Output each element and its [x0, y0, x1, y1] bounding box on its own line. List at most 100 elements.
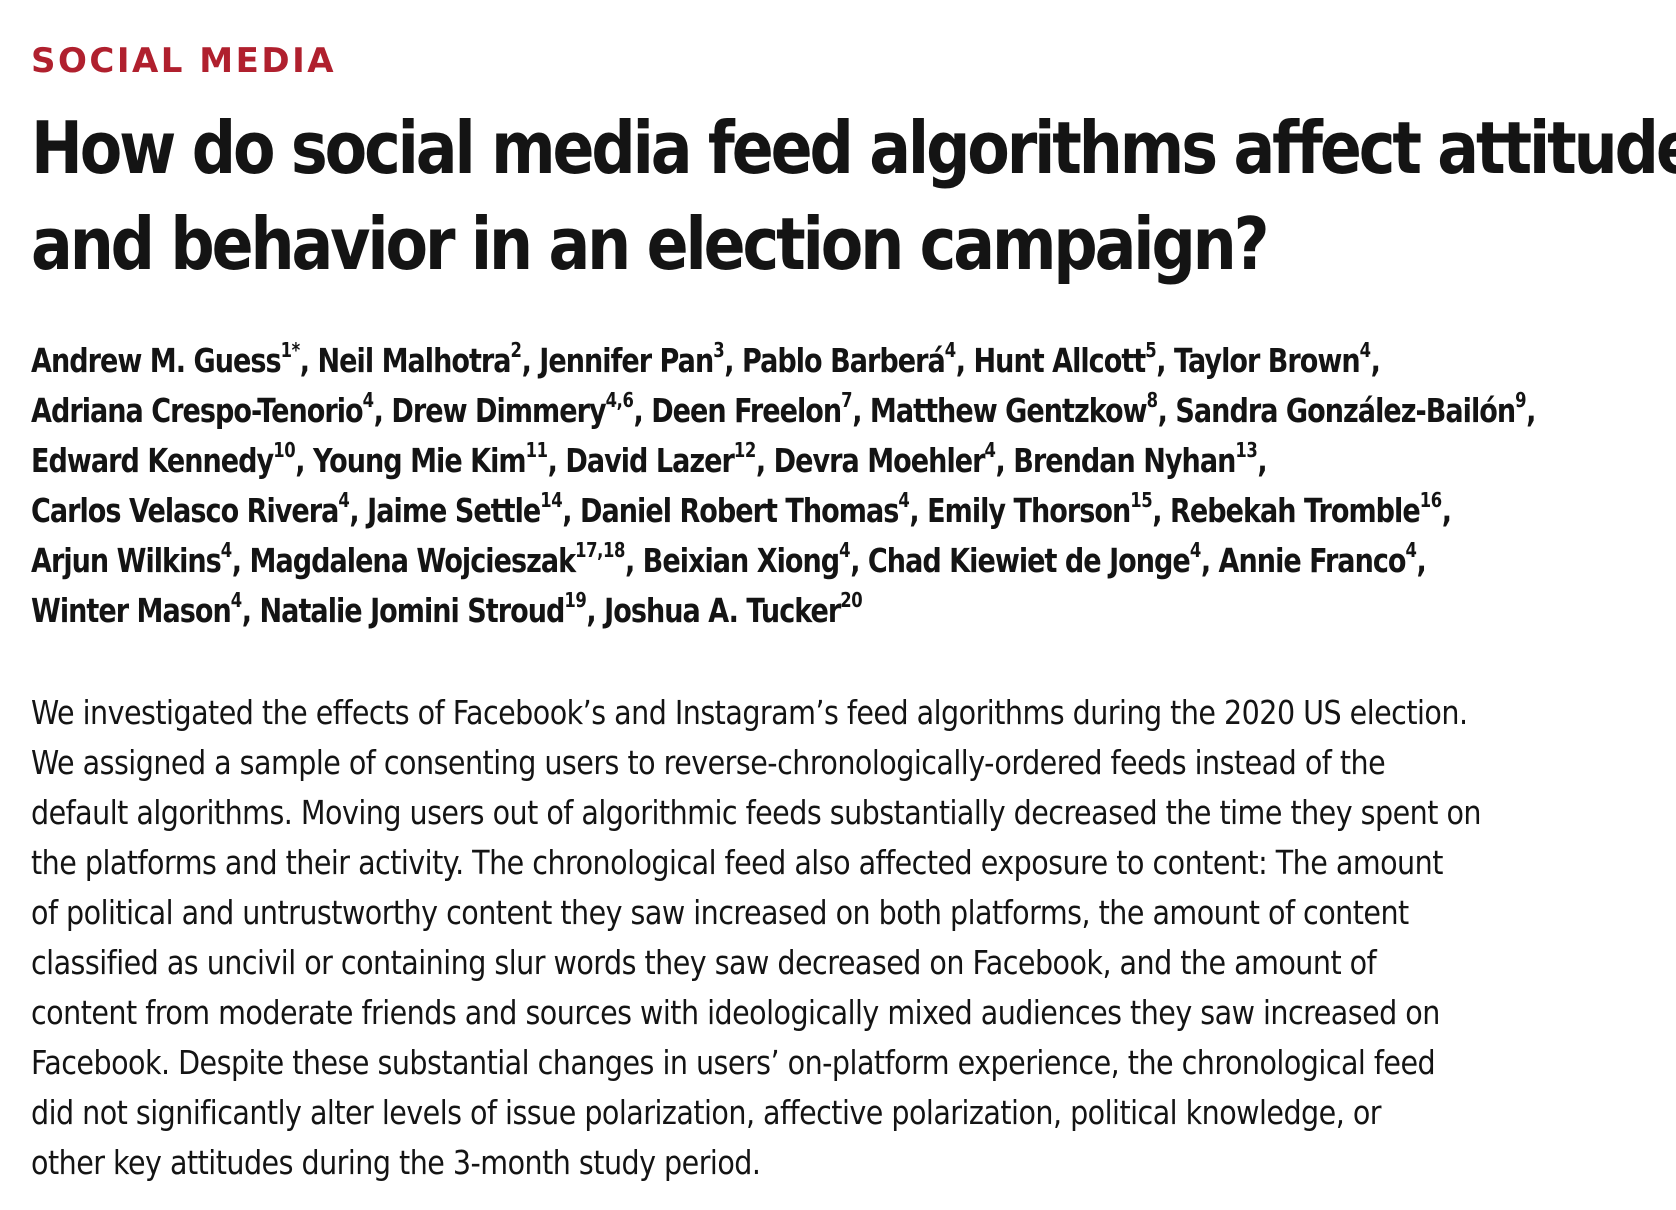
author-name: Emily Thorson — [927, 491, 1131, 530]
author-separator: , — [349, 491, 368, 530]
author[interactable]: Taylor Brown4 — [1174, 338, 1371, 380]
author-separator: , — [562, 491, 581, 530]
author[interactable]: Neil Malhotra2 — [317, 338, 522, 380]
author[interactable]: Devra Moehler4 — [773, 440, 996, 480]
author-separator: , — [299, 341, 318, 380]
author[interactable]: Rebekah Tromble16 — [1169, 488, 1442, 530]
author[interactable]: Emily Thorson15 — [927, 490, 1153, 530]
author-name: Jaime Settle — [367, 491, 541, 530]
author-name: Carlos Velasco Rivera — [31, 491, 339, 530]
author[interactable]: Brendan Nyhan13 — [1013, 440, 1258, 480]
abstract-line: We investigated the effects of Facebook’… — [31, 693, 1468, 732]
author[interactable]: Sandra González-Bailón9 — [1175, 390, 1526, 430]
affiliation-number: 4 — [898, 488, 910, 512]
author-name: Drew Dimmery — [391, 391, 606, 430]
author[interactable]: Hunt Allcott5 — [974, 340, 1157, 380]
author-separator: , — [909, 491, 928, 530]
affiliation-number: 4 — [220, 538, 232, 562]
affiliation-number: 4 — [338, 488, 350, 512]
author[interactable]: Matthew Gentzkow8 — [869, 390, 1158, 430]
author-separator: , — [1257, 441, 1267, 480]
author[interactable]: Daniel Robert Thomas4 — [580, 488, 910, 530]
author-name: Brendan Nyhan — [1013, 441, 1236, 480]
author-separator: , — [1200, 541, 1219, 580]
affiliation-number: 20 — [840, 588, 863, 612]
affiliation-number: 16 — [1419, 488, 1442, 512]
author-line: Andrew M. Guess1*, Neil Malhotra2, Jenni… — [31, 336, 1589, 386]
abstract-line: We assigned a sample of consenting users… — [31, 743, 1386, 782]
author[interactable]: Chad Kiewiet de Jonge4 — [867, 540, 1201, 580]
abstract-line: other key attitudes during the 3-month s… — [31, 1143, 761, 1182]
author-name: Chad Kiewiet de Jonge — [867, 541, 1191, 580]
author[interactable]: Arjun Wilkins4 — [31, 538, 232, 580]
author-separator: , — [1156, 341, 1174, 380]
author-name: Jennifer Pan — [539, 341, 714, 380]
author-separator: , — [295, 441, 313, 480]
affiliation-number: 11 — [525, 438, 548, 462]
affiliation-number: 14 — [540, 488, 563, 512]
abstract-line: Facebook. Despite these substantial chan… — [31, 1043, 1436, 1082]
author-separator: , — [231, 541, 250, 580]
author[interactable]: Beixian Xiong4 — [642, 540, 851, 580]
author[interactable]: David Lazer12 — [565, 440, 756, 480]
affiliation-number: 4,6 — [605, 388, 634, 412]
author[interactable]: Carlos Velasco Rivera4 — [31, 488, 350, 530]
author-separator: , — [633, 391, 652, 430]
author[interactable]: Magdalena Wojcieszak17,18 — [250, 538, 626, 580]
affiliation-number: 19 — [564, 588, 587, 612]
author-separator: , — [521, 341, 540, 380]
author[interactable]: Natalie Jomini Stroud19 — [259, 588, 587, 630]
author-line: Winter Mason4, Natalie Jomini Stroud19, … — [31, 586, 1589, 636]
author-name: Natalie Jomini Stroud — [259, 591, 566, 630]
author-separator: , — [850, 541, 868, 580]
affiliation-number: 17,18 — [575, 538, 625, 562]
abstract-line: default algorithms. Moving users out of … — [31, 793, 1482, 832]
author[interactable]: Winter Mason4 — [31, 590, 242, 630]
author-separator: , — [373, 391, 392, 430]
author-separator: , — [1152, 491, 1170, 530]
affiliation-number: 4 — [1359, 338, 1371, 362]
author-name: Matthew Gentzkow — [869, 391, 1148, 430]
author-separator: , — [852, 391, 870, 430]
author-name: Arjun Wilkins — [31, 541, 222, 580]
author-name: Daniel Robert Thomas — [580, 491, 899, 530]
author-name: Joshua A. Tucker — [604, 591, 841, 630]
author-separator: , — [241, 591, 260, 630]
author-name: Edward Kennedy — [31, 441, 274, 480]
author-name: Rebekah Tromble — [1169, 491, 1421, 530]
section-label: SOCIAL MEDIA — [31, 41, 337, 81]
author-name: Devra Moehler — [773, 441, 986, 480]
author-separator: , — [955, 341, 974, 380]
author[interactable]: Pablo Barberá4 — [742, 338, 956, 380]
title-line: How do social media feed algorithms affe… — [31, 106, 1676, 190]
author[interactable]: Young Mie Kim11 — [312, 438, 548, 480]
author[interactable]: Annie Franco4 — [1219, 540, 1417, 580]
author-line: Adriana Crespo-Tenorio4, Drew Dimmery4,6… — [31, 386, 1589, 436]
author[interactable]: Edward Kennedy10 — [31, 438, 296, 480]
author-separator: , — [586, 591, 605, 630]
author-name: Adriana Crespo-Tenorio — [31, 391, 364, 430]
affiliation-number: 7 — [841, 388, 853, 412]
abstract-line: did not significantly alter levels of is… — [31, 1093, 1381, 1132]
author[interactable]: Deen Freelon7 — [651, 388, 853, 430]
title-line: and behavior in an election campaign? — [31, 202, 1270, 286]
author[interactable]: Drew Dimmery4,6 — [391, 388, 634, 430]
author-line: Edward Kennedy10, Young Mie Kim11, David… — [31, 436, 1589, 486]
author-separator: , — [724, 341, 742, 380]
author[interactable]: Andrew M. Guess1* — [31, 340, 300, 380]
author-name: Neil Malhotra — [317, 341, 512, 380]
author-separator: , — [1526, 391, 1536, 430]
author[interactable]: Joshua A. Tucker20 — [604, 588, 863, 630]
author[interactable]: Jennifer Pan3 — [539, 340, 724, 380]
affiliation-number: 2 — [510, 338, 522, 362]
author[interactable]: Adriana Crespo-Tenorio4 — [31, 390, 374, 430]
author-separator: , — [1157, 391, 1176, 430]
abstract: We investigated the effects of Facebook’… — [31, 688, 1659, 1188]
abstract-line: the platforms and their activity. The ch… — [31, 843, 1443, 882]
author-name: Young Mie Kim — [312, 441, 527, 480]
abstract-line: classified as uncivil or containing slur… — [31, 943, 1377, 982]
author-name: Beixian Xiong — [642, 541, 840, 580]
affiliation-number: 4 — [944, 338, 956, 362]
affiliation-number: 10 — [273, 438, 296, 462]
author[interactable]: Jaime Settle14 — [367, 488, 563, 530]
